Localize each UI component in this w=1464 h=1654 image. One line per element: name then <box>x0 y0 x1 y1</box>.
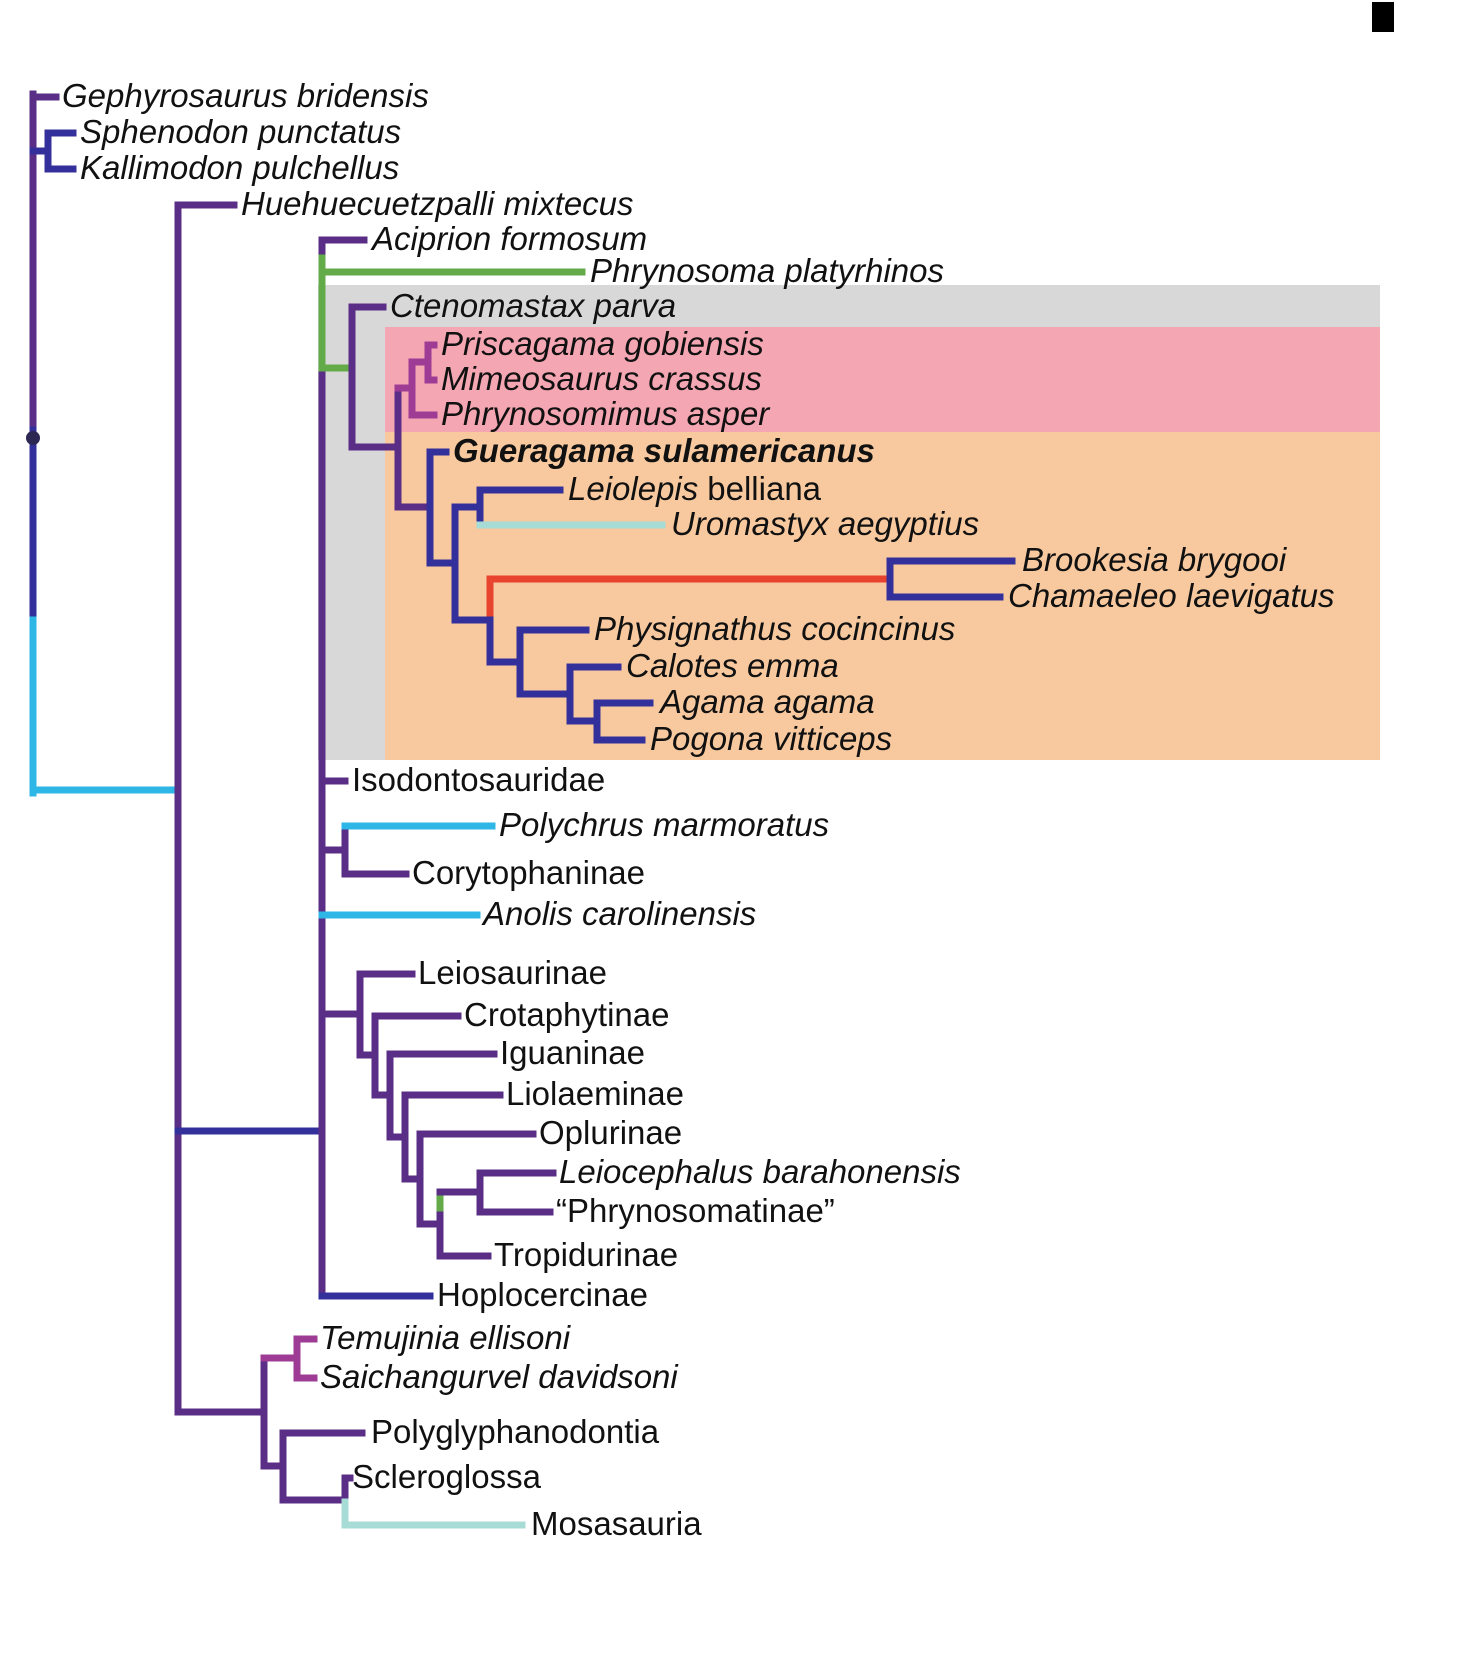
taxon-label-iguaninae: Iguaninae <box>500 1034 645 1071</box>
taxon-label-uromastyx-aegyptius: Uromastyx aegyptius <box>671 505 979 542</box>
taxon-label-leiocephalus-barahonensis: Leiocephalus barahonensis <box>559 1153 961 1190</box>
taxon-label-phrynosomimus-asper: Phrynosomimus asper <box>441 395 771 432</box>
taxon-label-phrynosoma-platyrhinos: Phrynosoma platyrhinos <box>590 252 944 289</box>
taxon-label-phrynosomatinae: “Phrynosomatinae” <box>556 1192 835 1229</box>
taxon-label-polychrus-marmoratus: Polychrus marmoratus <box>499 806 829 843</box>
taxon-label-pogona-vitticeps: Pogona vitticeps <box>650 720 892 757</box>
taxon-labels: Gephyrosaurus bridensis Sphenodon puncta… <box>62 77 1335 1542</box>
panel-letter-fragment <box>1372 2 1394 32</box>
taxon-label-brookesia-brygooi: Brookesia brygooi <box>1022 541 1288 578</box>
taxon-label-kallimodon-pulchellus: Kallimodon pulchellus <box>80 149 399 186</box>
taxon-label-anolis-carolinensis: Anolis carolinensis <box>481 895 756 932</box>
taxon-label-leiosaurinae: Leiosaurinae <box>418 954 607 991</box>
taxon-label-priscagama-gobiensis: Priscagama gobiensis <box>441 325 764 362</box>
taxon-label-saichangurvel-davidsoni: Saichangurvel davidsoni <box>320 1358 679 1395</box>
taxon-label-leiolepis-belliana: Leiolepis belliana <box>568 470 822 507</box>
taxon-label-gephyrosaurus-bridensis: Gephyrosaurus bridensis <box>62 77 429 114</box>
taxon-label-crotaphytinae: Crotaphytinae <box>464 996 669 1033</box>
taxon-label-isodontosauridae: Isodontosauridae <box>352 761 605 798</box>
taxon-label-sphenodon-punctatus: Sphenodon punctatus <box>80 113 401 150</box>
taxon-label-aciprion-formosum: Aciprion formosum <box>370 220 647 257</box>
taxon-label-hoplocercinae: Hoplocercinae <box>437 1276 648 1313</box>
tree-branches <box>26 90 1016 1529</box>
taxon-label-oplurinae: Oplurinae <box>539 1114 682 1151</box>
clade-box-priscagamidae-pink <box>385 327 1380 432</box>
taxon-label-calotes-emma: Calotes emma <box>626 647 839 684</box>
taxon-label-mimeosaurus-crassus: Mimeosaurus crassus <box>441 360 762 397</box>
taxon-label-gueragama-sulamericanus: Gueragama sulamericanus <box>453 432 875 469</box>
leiolepis-species: belliana <box>707 470 821 507</box>
taxon-label-mosasauria: Mosasauria <box>531 1505 702 1542</box>
taxon-label-huehuecuetzpalli-mixtecus: Huehuecuetzpalli mixtecus <box>241 185 634 222</box>
taxon-label-polyglyphanodontia: Polyglyphanodontia <box>371 1413 660 1450</box>
taxon-label-physignathus-cocincinus: Physignathus cocincinus <box>594 610 955 647</box>
taxon-label-chamaeleo-laevigatus: Chamaeleo laevigatus <box>1008 577 1335 614</box>
taxon-label-corytophaninae: Corytophaninae <box>412 854 645 891</box>
taxon-label-agama-agama: Agama agama <box>658 683 875 720</box>
taxon-label-tropidurinae: Tropidurinae <box>494 1236 678 1273</box>
leiolepis-genus: Leiolepis <box>568 470 698 507</box>
taxon-label-ctenomastax-parva: Ctenomastax parva <box>390 287 676 324</box>
taxon-label-temujinia-ellisoni: Temujinia ellisoni <box>320 1319 572 1356</box>
taxon-label-scleroglossa: Scleroglossa <box>352 1458 542 1495</box>
root-node-dot <box>26 431 40 445</box>
taxon-label-liolaeminae: Liolaeminae <box>506 1075 684 1112</box>
